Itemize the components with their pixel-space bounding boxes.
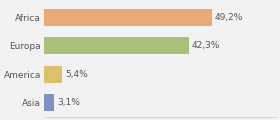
Text: 42,3%: 42,3% — [191, 41, 220, 50]
Bar — [44, 66, 62, 83]
Text: 49,2%: 49,2% — [215, 13, 243, 22]
Bar — [44, 9, 212, 26]
Bar — [44, 37, 188, 54]
Bar — [44, 94, 54, 111]
Text: 5,4%: 5,4% — [65, 70, 88, 79]
Text: 3,1%: 3,1% — [57, 98, 80, 107]
